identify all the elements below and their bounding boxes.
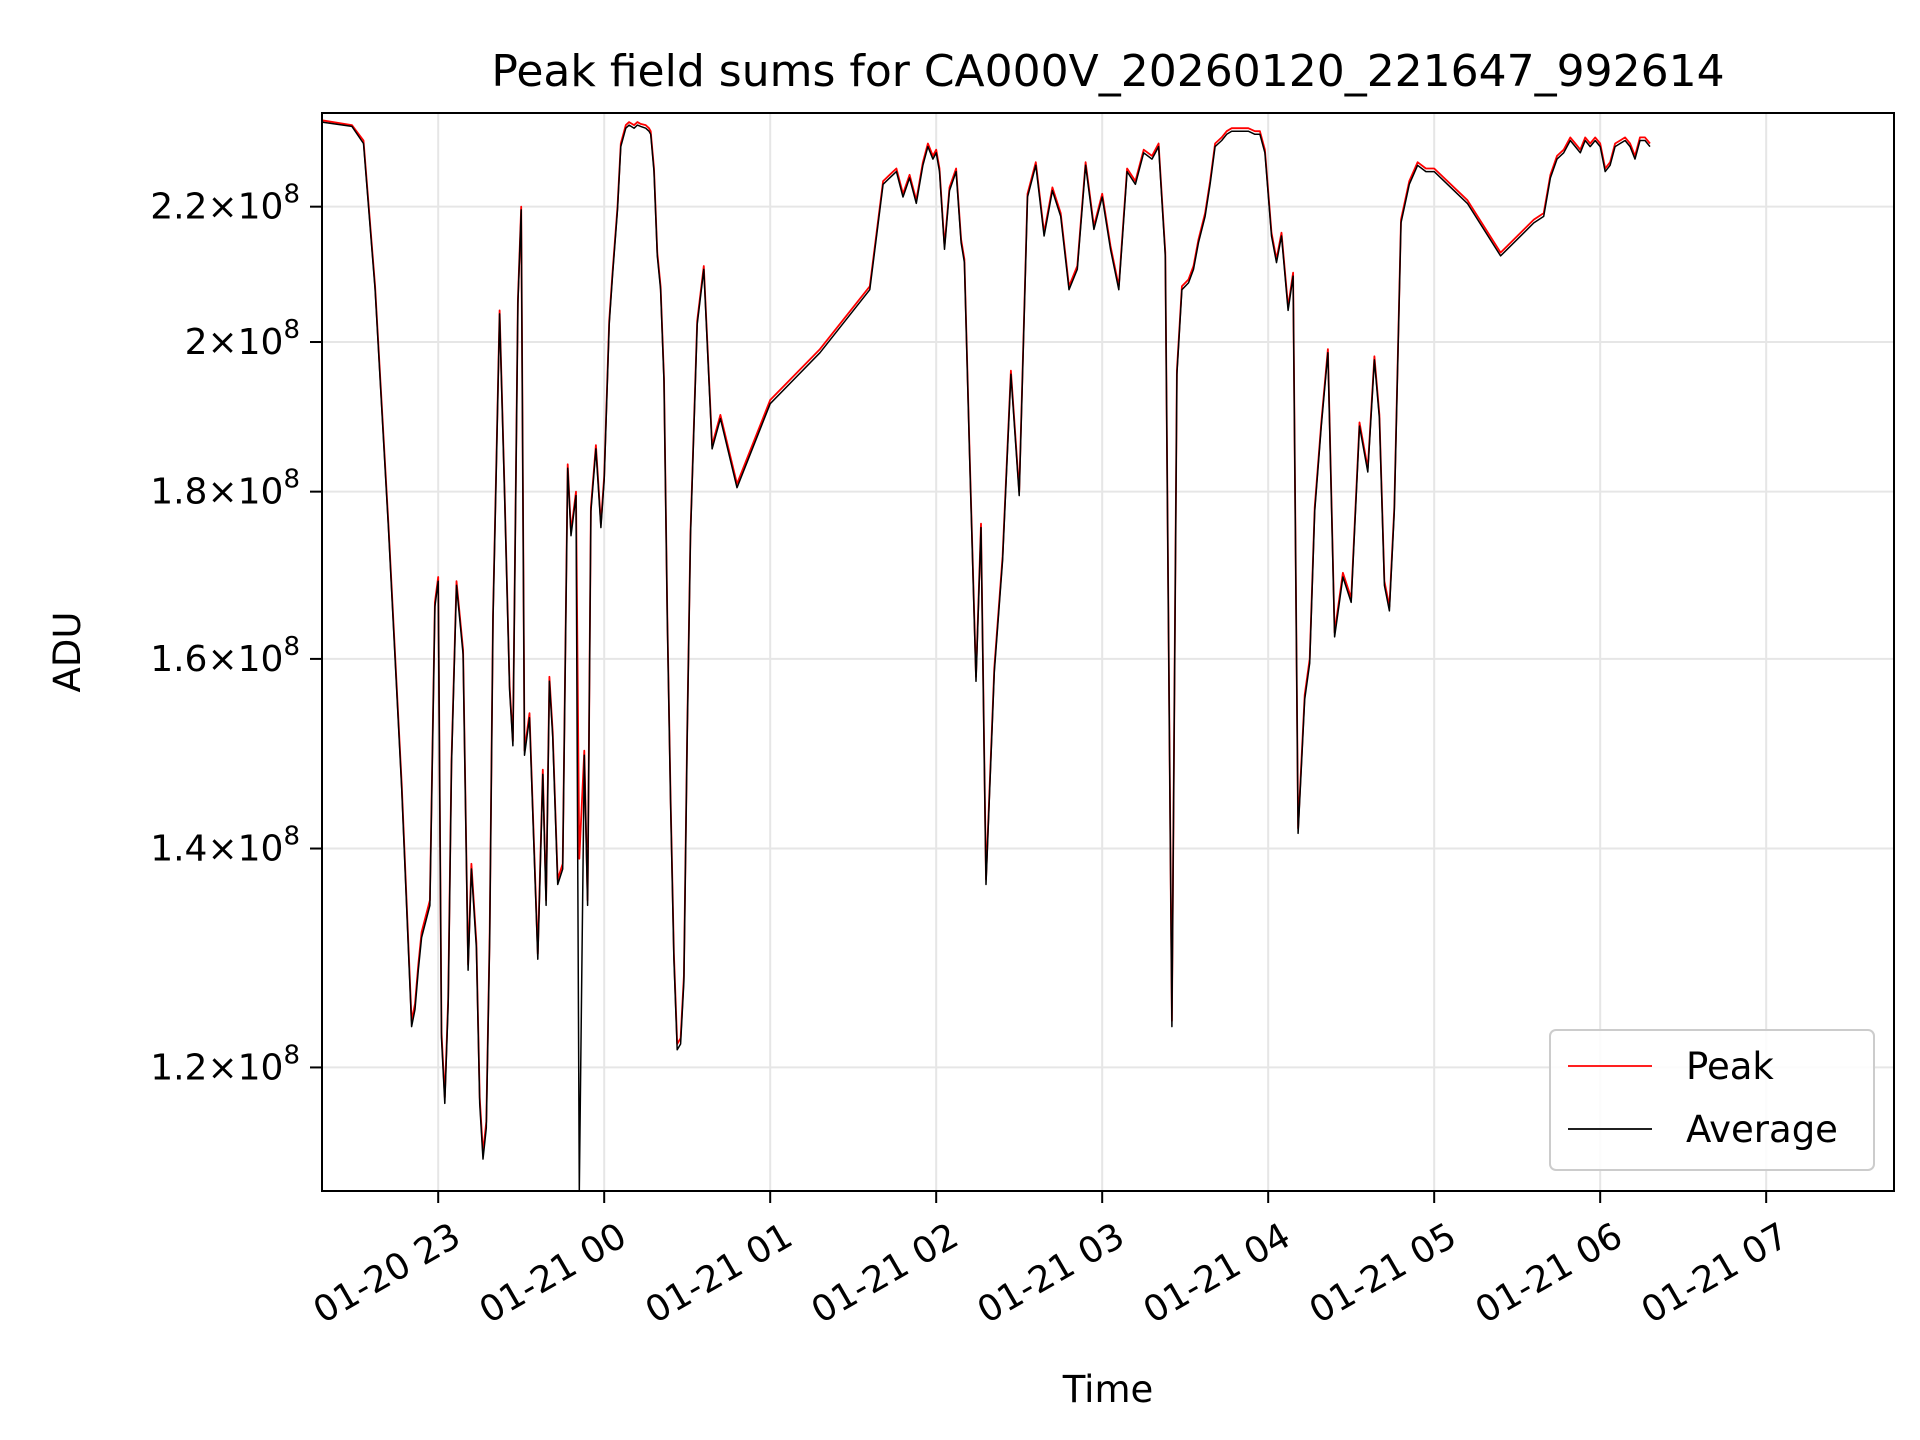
y-tick-mantissa: 1.4 <box>150 829 207 870</box>
y-tick-times: ×10 <box>207 829 283 870</box>
y-tick-label: 1.6×108 <box>150 632 300 680</box>
chart-title: Peak field sums for CA000V_20260120_2216… <box>491 46 1724 97</box>
series-line-average <box>321 121 1651 1192</box>
y-tick-mantissa: 1.8 <box>150 472 207 513</box>
series-layer <box>321 119 1651 1192</box>
y-tick-mantissa: 2.2 <box>150 187 207 228</box>
y-tick-exponent: 8 <box>283 465 300 495</box>
y-tick-times: ×10 <box>207 639 283 680</box>
y-tick-exponent: 8 <box>283 1040 300 1070</box>
y-tick-mantissa: 1.2 <box>150 1047 207 1088</box>
y-tick-exponent: 8 <box>283 315 300 345</box>
y-tick-label: 1.2×108 <box>150 1040 300 1088</box>
legend: Peak Average <box>1549 1029 1875 1171</box>
legend-box <box>1549 1029 1875 1171</box>
y-tick-times: ×10 <box>207 1047 283 1088</box>
y-tick-mantissa: 1.6 <box>150 639 207 680</box>
y-tick-times: ×10 <box>207 187 283 228</box>
y-tick-exponent: 8 <box>283 632 300 662</box>
y-tick-label: 1.8×108 <box>150 465 300 513</box>
y-tick-exponent: 8 <box>283 822 300 852</box>
legend-label-peak: Peak <box>1686 1045 1774 1088</box>
y-tick-label: 1.4×108 <box>150 822 300 870</box>
x-axis-label: Time <box>1062 1368 1154 1411</box>
y-tick-times: ×10 <box>207 472 283 513</box>
y-tick-exponent: 8 <box>283 180 300 210</box>
y-tick-times: ×10 <box>207 322 283 363</box>
y-tick-label: 2.2×108 <box>150 180 300 228</box>
y-axis-label: ADU <box>46 612 89 693</box>
y-tick-label: 2×108 <box>185 315 300 363</box>
y-tick-mantissa: 2 <box>185 322 208 363</box>
legend-label-average: Average <box>1686 1108 1838 1151</box>
plot-frame <box>321 112 1895 1192</box>
